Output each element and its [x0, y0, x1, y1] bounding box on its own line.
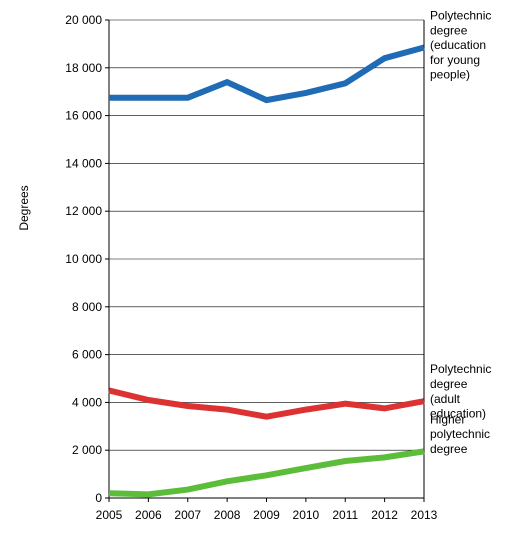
series-label-line: degree [430, 23, 468, 37]
series-label-line: education) [430, 407, 486, 421]
series-line-2 [108, 448, 425, 498]
y-tick-label: 14 000 [65, 156, 102, 170]
gridlines [109, 19, 424, 451]
x-tick-label: 2005 [96, 508, 123, 522]
y-tick-label: 16 000 [65, 109, 102, 123]
y-tick-label: 12 000 [65, 204, 102, 218]
x-tick-label: 2007 [174, 508, 201, 522]
y-tick-labels: 0 2 000 4 000 6 000 8 000 10 000 12 000 14 000 1… [65, 13, 109, 505]
series-label-line: people) [430, 68, 470, 82]
series-label-line: (adult [430, 392, 461, 406]
series-label-line: degree [430, 442, 468, 456]
y-tick-label: 18 000 [65, 61, 102, 75]
y-tick-label: 8 000 [72, 300, 102, 314]
y-tick-label: 0 [95, 491, 102, 505]
x-tick-label: 2011 [332, 508, 358, 522]
x-tick-labels: 2005 2006 2007 2008 2009 2010 2011 2012 2013 [96, 498, 438, 522]
y-tick-label: 10 000 [65, 252, 102, 266]
x-tick-label: 2012 [371, 508, 398, 522]
series-label-line: Higher [430, 412, 465, 426]
y-tick-label: 20 000 [65, 13, 102, 27]
series-line-1 [108, 387, 425, 420]
series-lines [108, 44, 425, 498]
series-label-line: degree [430, 377, 468, 391]
series-line-0 [109, 44, 425, 104]
y-tick-label: 2 000 [72, 443, 102, 457]
series-label-line: Polytechnic [430, 362, 491, 376]
series-label-line: Polytechnic [430, 8, 491, 22]
x-tick-label: 2009 [253, 508, 280, 522]
series-label-line: for young [430, 53, 480, 67]
y-tick-label: 4 000 [72, 395, 102, 409]
x-tick-label: 2013 [411, 508, 438, 522]
series-label-line: (education [430, 38, 486, 52]
series-label-line: polytechnic [430, 427, 490, 441]
x-tick-label: 2010 [293, 508, 320, 522]
y-axis-title: Degrees [17, 185, 31, 230]
x-tick-label: 2008 [214, 508, 241, 522]
x-tick-label: 2006 [135, 508, 162, 522]
y-tick-label: 6 000 [72, 348, 102, 362]
